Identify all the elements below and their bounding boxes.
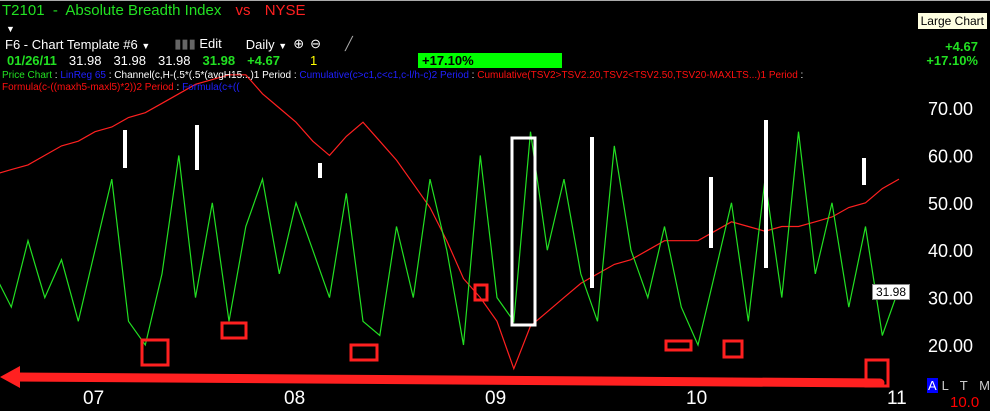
scale-value: 10.0: [950, 394, 980, 411]
x-tick-label: 11: [887, 388, 907, 409]
period-label: Daily: [245, 36, 275, 52]
annotation-red-box: [664, 339, 693, 352]
compare-symbol: NYSE: [264, 2, 306, 19]
indicator-legend: Price Chart : LinReg 65 : Channel(c,H-(.…: [2, 70, 986, 94]
y-tick-label: 70.00: [928, 99, 973, 119]
bar-chart-icon: ▮▮▮: [174, 36, 196, 51]
y-tick-label: 50.00: [928, 194, 973, 214]
window-border: [0, 0, 990, 1]
annotation-white-box: [510, 136, 537, 327]
chart-title: T2101 - Absolute Breadth Index vs NYSE: [2, 2, 306, 19]
quote-low: 31.98: [157, 53, 191, 68]
pct-change-badge: +17.10%: [418, 53, 562, 68]
title-separator: -: [48, 2, 63, 19]
toolbar: F6 - Chart Template #6 ▼ ▮▮▮ Edit Daily …: [5, 36, 353, 52]
quote-count: 1: [309, 53, 318, 68]
chevron-down-icon: ▼: [278, 40, 288, 51]
quote-values: 01/26/11 31.98 31.98 31.98 31.98 +4.67 1: [7, 53, 317, 68]
series-line-nyse: [0, 74, 900, 371]
annotation-red-box: [140, 338, 170, 367]
legend-separator: :: [291, 70, 300, 81]
annotation-red-arrow: [9, 372, 885, 388]
legend-item[interactable]: Cumulative(c>c1,c<c1,c-l/h-c)2 Period: [299, 70, 469, 81]
annotation-red-box: [722, 339, 744, 359]
symbol: T2101: [2, 2, 45, 19]
zoom-in-icon[interactable]: ⊕: [293, 36, 305, 51]
index-name: Absolute Breadth Index: [65, 2, 222, 19]
y-tick-label: 20.00: [928, 336, 973, 356]
legend-item[interactable]: Formula(c+((: [182, 82, 240, 93]
x-tick-label: 07: [83, 388, 104, 409]
legend-separator: :: [173, 82, 183, 93]
quote-open: 31.98: [68, 53, 102, 68]
quote-date: 01/26/11: [7, 53, 57, 68]
x-tick-label: 08: [284, 388, 305, 409]
template-label: F6 - Chart Template #6: [5, 36, 138, 52]
x-tick-label: 09: [485, 388, 506, 409]
legend-item[interactable]: Channel(c,H-(.5*(.5*(avgH15...)1 Period: [114, 70, 292, 81]
legend-item[interactable]: Formula(c-((maxh5-maxl5)*2))2 Period: [2, 82, 174, 93]
chevron-down-icon: ▼: [141, 40, 151, 51]
right-pct-change: +17.10%: [926, 53, 978, 68]
scale-mode-selector[interactable]: AL T M L: [927, 378, 990, 393]
x-tick-label: 10: [686, 388, 707, 409]
scale-modes[interactable]: L T M L: [941, 378, 990, 393]
zoom-out-icon[interactable]: ⊖: [310, 36, 322, 51]
legend-item[interactable]: Cumulative(TSV2>TSV2.20,TSV2<TSV2.50,TSV…: [477, 70, 798, 81]
edit-label: Edit: [199, 36, 222, 51]
last-price-label: 31.98: [872, 284, 911, 300]
vs-label: vs: [235, 2, 251, 19]
legend-separator: :: [468, 70, 478, 81]
legend-separator: :: [797, 70, 804, 81]
right-change-panel: +4.67 +17.10%: [926, 40, 978, 68]
quote-change: +4.67: [247, 53, 280, 68]
legend-separator: :: [52, 70, 61, 81]
period-dropdown[interactable]: Daily ▼: [246, 37, 287, 52]
right-change: +4.67: [945, 39, 978, 54]
quote-high: 31.98: [113, 53, 146, 68]
annotation-red-box: [220, 321, 248, 340]
legend-item[interactable]: Price Chart: [2, 70, 53, 81]
series-line-t2101: [0, 131, 900, 347]
legend-item[interactable]: LinReg 65: [60, 70, 106, 81]
arrow-head-icon: [0, 366, 20, 388]
y-tick-label: 30.00: [928, 289, 973, 309]
quote-close: 31.98: [202, 53, 236, 68]
edit-button[interactable]: ▮▮▮ Edit: [174, 36, 222, 52]
annotation-red-box: [473, 283, 489, 302]
y-tick-label: 40.00: [928, 241, 973, 261]
annotations: [0, 120, 890, 388]
large-chart-tooltip: Large Chart: [916, 12, 988, 30]
legend-separator: :: [105, 70, 115, 81]
symbol-dropdown-icon[interactable]: ▼: [6, 24, 15, 34]
y-tick-label: 60.00: [928, 146, 973, 166]
template-dropdown[interactable]: F6 - Chart Template #6 ▼: [5, 37, 150, 52]
draw-pencil-icon[interactable]: ╱: [345, 36, 353, 51]
scale-mode-selected[interactable]: A: [927, 378, 938, 393]
annotation-red-box: [349, 343, 379, 362]
